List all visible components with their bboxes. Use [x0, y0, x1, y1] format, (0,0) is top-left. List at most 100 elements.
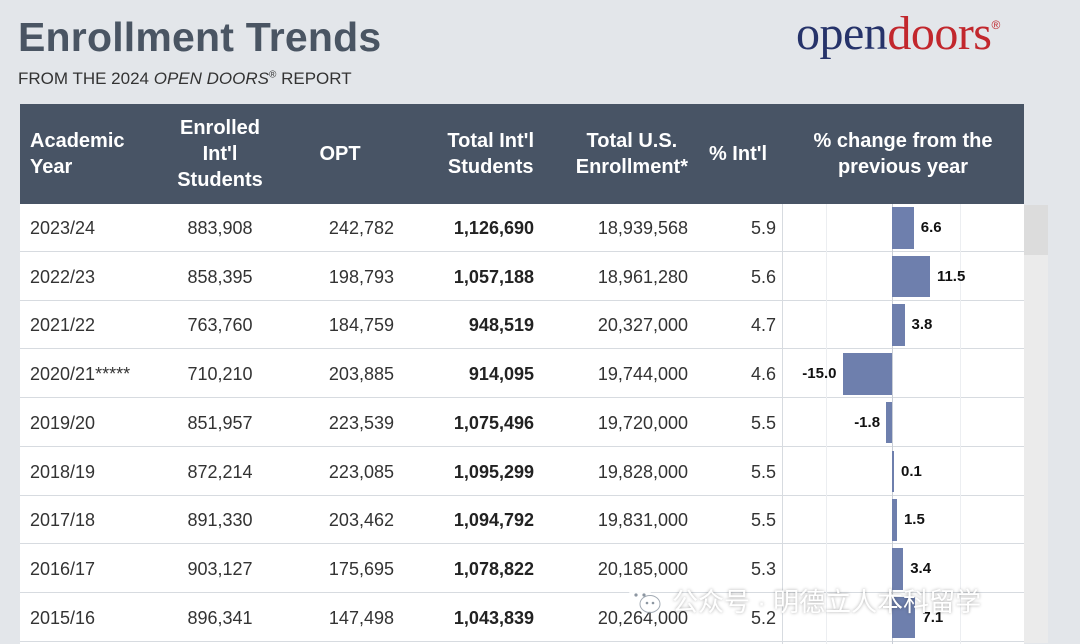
pct-change-bar	[892, 499, 897, 541]
cell-pct-intl: 5.6	[750, 266, 776, 287]
cell-year: 2017/18	[30, 510, 96, 531]
cell-opt: 198,793	[328, 266, 394, 287]
cell-opt: 223,539	[328, 412, 394, 433]
cell-enrolled: 903,127	[187, 558, 253, 579]
cell-total-us: 19,720,000	[597, 412, 688, 433]
pct-change-bar	[892, 304, 905, 347]
cell-total-intl: 1,095,299	[453, 461, 534, 482]
pct-change-bar	[842, 353, 892, 395]
pct-change-bar	[892, 255, 930, 298]
header-label: % change from the previous year	[813, 130, 993, 178]
cell-opt: 175,695	[328, 558, 394, 579]
cell-total-intl: 1,075,496	[453, 412, 534, 433]
logo-open: open	[796, 7, 888, 60]
cell-opt: 147,498	[328, 607, 394, 628]
scrollbar-track[interactable]	[1024, 205, 1048, 643]
cell-year: 2019/20	[30, 412, 96, 433]
table-row: 2016/17 903,127 175,695 1,078,822 20,185,000…	[20, 545, 1024, 593]
subtitle-reg: ®	[268, 69, 277, 81]
page-title: Enrollment Trends	[18, 14, 382, 60]
pct-change-label: 6.6	[920, 219, 942, 236]
cell-enrolled: 851,957	[187, 412, 253, 433]
cell-total-us: 19,828,000	[597, 461, 688, 482]
cell-total-us: 18,939,568	[597, 218, 688, 238]
header-label: Academic Year	[30, 130, 125, 178]
watermark: 公众号 · 明德立人本科留学	[626, 582, 981, 618]
cell-total-intl: 1,094,792	[453, 510, 534, 531]
cell-total-intl: 914,095	[468, 364, 534, 385]
cell-pct-intl: 5.5	[750, 510, 776, 531]
pct-change-column	[782, 204, 1024, 644]
table-row: 2019/20 851,957 223,539 1,075,496 19,720,000…	[20, 399, 1024, 447]
cell-total-intl: 1,078,822	[453, 558, 534, 579]
cell-enrolled: 858,395	[187, 266, 253, 287]
header-label: Enrolled Int'l Students	[177, 117, 263, 191]
pct-change-bar	[886, 401, 892, 444]
header-label: % Int'l	[708, 143, 768, 165]
cell-pct-intl: 5.2	[750, 607, 776, 628]
cell-enrolled: 872,214	[187, 461, 253, 482]
cell-total-us: 20,327,000	[597, 315, 688, 336]
cell-total-intl: 1,057,188	[453, 266, 534, 287]
cell-year: 2016/17	[30, 558, 96, 579]
pct-change-label: 0.1	[901, 462, 922, 480]
cell-total-us: 20,185,000	[597, 558, 688, 579]
table-row: 2022/23 858,395 198,793 1,057,188 18,961,280…	[20, 253, 1024, 301]
gridline	[826, 204, 827, 644]
table-row: 2020/21***** 710,210 203,885 914,095 19,744,…	[20, 350, 1024, 399]
opendoors-logo: opendoors®	[796, 6, 1000, 61]
cell-pct-intl: 5.9	[750, 218, 776, 238]
cell-total-intl: 1,126,690	[453, 218, 534, 238]
cell-opt: 203,462	[328, 510, 394, 531]
subtitle-prefix: FROM THE 2024	[18, 69, 154, 88]
pct-change-label: 3.4	[910, 559, 932, 577]
subtitle-suffix: REPORT	[276, 69, 352, 88]
subtitle-italic: OPEN DOORS	[153, 69, 269, 88]
cell-year: 2022/23	[30, 266, 96, 287]
header-label: Total U.S. Enrollment*	[575, 130, 688, 178]
pct-change-bar	[892, 207, 914, 249]
pct-change-label: 7.1	[922, 608, 944, 626]
cell-year: 2015/16	[30, 607, 96, 628]
cell-year: 2021/22	[30, 315, 96, 336]
cell-enrolled: 896,341	[187, 607, 253, 628]
pct-change-label: -15.0	[802, 365, 837, 383]
pct-change-label: 1.5	[903, 511, 925, 529]
cell-total-intl: 948,519	[468, 315, 534, 336]
cell-year: 2018/19	[30, 461, 96, 482]
cell-opt: 203,885	[328, 364, 394, 385]
pct-change-bar	[892, 596, 916, 639]
page-subtitle: FROM THE 2024 OPEN DOORS® REPORT	[18, 69, 352, 89]
header-opt: OPT	[290, 104, 390, 204]
pct-change-bar	[892, 547, 904, 590]
header-pct-change: % change from the previous year	[790, 104, 1016, 204]
table-row: 2021/22 763,760 184,759 948,519 20,327,000 4.…	[20, 301, 1024, 350]
cell-pct-intl: 4.6	[750, 364, 776, 385]
header-total-intl: Total Int'l Students	[420, 104, 534, 204]
gridline	[960, 204, 961, 644]
table-row: 2015/16 896,341 147,498 1,043,839 20,264,000…	[20, 594, 1024, 642]
header-label: OPT	[319, 143, 361, 165]
table-row: 2018/19 872,214 223,085 1,095,299 19,828,000…	[20, 448, 1024, 496]
cell-pct-intl: 4.7	[750, 315, 776, 336]
watermark-text: 公众号 · 明德立人本科留学	[672, 586, 982, 617]
enrollment-table: Academic Year Enrolled Int'l Students OPT T…	[20, 104, 1024, 644]
pct-change-label: 11.5	[936, 267, 966, 285]
cell-total-intl: 1,043,839	[453, 607, 534, 628]
cell-enrolled: 891,330	[187, 510, 253, 531]
cell-enrolled: 763,760	[187, 315, 253, 336]
logo-reg: ®	[991, 18, 1000, 32]
pct-change-bar	[892, 450, 894, 493]
cell-total-us: 19,744,000	[597, 364, 688, 385]
cell-total-us: 18,961,280	[597, 266, 688, 287]
logo-doors: doors	[887, 7, 992, 60]
cell-opt: 184,759	[328, 315, 394, 336]
pct-change-label: 3.8	[911, 316, 933, 334]
table-row: 2017/18 891,330 203,462 1,094,792 19,831,000…	[20, 496, 1024, 545]
cell-opt: 242,782	[328, 218, 394, 238]
table-header: Academic Year Enrolled Int'l Students OPT T…	[20, 104, 1024, 204]
cell-total-us: 20,264,000	[597, 607, 688, 628]
cell-total-us: 19,831,000	[597, 510, 688, 531]
zero-axis	[892, 204, 893, 644]
scrollbar-thumb[interactable]	[1024, 205, 1048, 255]
